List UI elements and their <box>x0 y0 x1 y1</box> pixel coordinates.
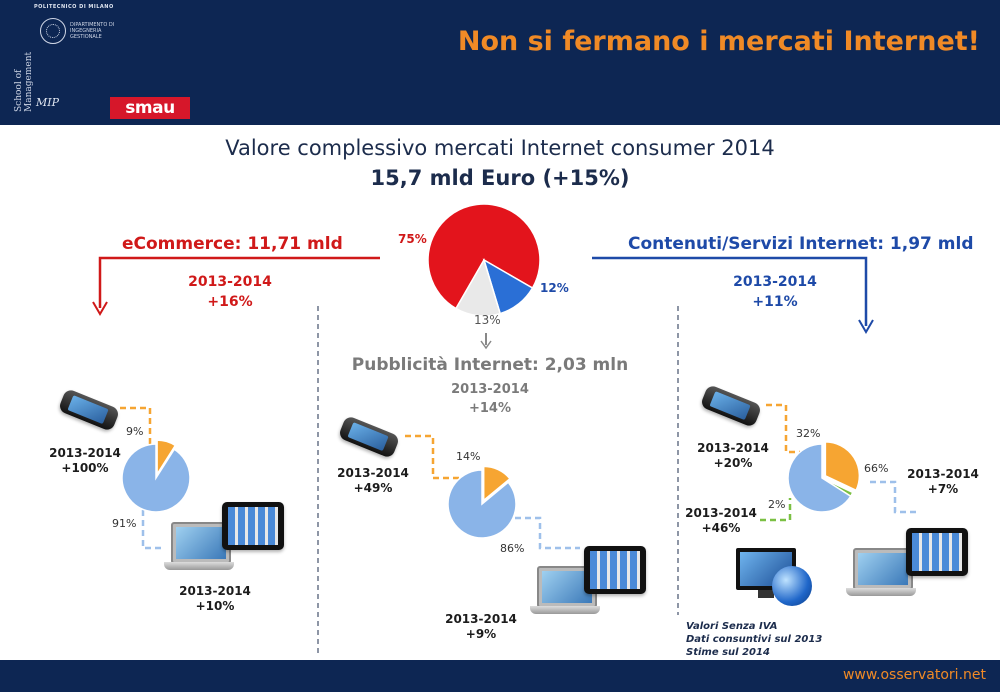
footnote: Valori Senza IVA Dati consuntivi sul 201… <box>686 620 822 659</box>
ecommerce-period: 2013-2014 <box>188 274 272 290</box>
pie-slice <box>156 440 177 477</box>
contenuti-tv-pct: 2% <box>768 498 786 511</box>
pie-slice <box>824 441 860 492</box>
footer-url[interactable]: www.osservatori.net <box>842 667 986 683</box>
contenuti-pc-period: 2013-2014 <box>907 467 979 481</box>
pie-slice <box>447 469 517 539</box>
ecommerce-pc-pct: 91% <box>112 517 137 530</box>
pie-slice <box>121 443 191 513</box>
contenuti-pc-pct: 66% <box>864 462 889 475</box>
main-pie-chart <box>427 203 541 317</box>
ecommerce-pc-period: 2013-2014 <box>179 584 251 598</box>
tablet-icon <box>584 546 646 594</box>
contenuti-tv-period: 2013-2014 <box>685 506 757 520</box>
contenuti-device-pie-chart <box>787 441 860 513</box>
ecommerce-device-pie-chart <box>121 440 191 513</box>
contenuti-smartphone-growth: +20% <box>713 456 753 470</box>
footnote-line: Dati consuntivi sul 2013 <box>686 634 823 645</box>
pubblicita-device-pie-chart <box>447 466 517 539</box>
pubblicita-smartphone-growth: +49% <box>353 481 393 495</box>
pubblicita-label: Pubblicità Internet: 2,03 mln <box>351 355 629 375</box>
contenuti-smartphone-pct: 32% <box>796 427 821 440</box>
laptop-icon <box>846 548 916 598</box>
ecommerce-smartphone-growth: +100% <box>61 461 109 475</box>
header-bar: School of Management POLITECNICO DI MILA… <box>0 0 1000 125</box>
ecommerce-smartphone-period: 2013-2014 <box>49 446 121 460</box>
pubblicita-period: 2013-2014 <box>451 382 529 397</box>
university-label: POLITECNICO DI MILANO <box>34 4 114 10</box>
pubblicita-pc-period: 2013-2014 <box>445 612 517 626</box>
tablet-icon <box>906 528 968 576</box>
contenuti-pc-growth: +7% <box>927 482 959 496</box>
mip-logo: MIP <box>36 96 60 109</box>
headline-total-label: Valore complessivo mercati Internet cons… <box>225 136 775 160</box>
ecommerce-pc-growth: +10% <box>195 599 235 613</box>
pie-slice <box>427 203 541 310</box>
pubblicita-smartphone-pct: 14% <box>456 450 481 463</box>
main-pie-pubblicita-pct: 13% <box>474 313 501 327</box>
contenuti-period: 2013-2014 <box>733 274 817 290</box>
page-title: Non si fermano i mercati Internet! <box>457 26 980 57</box>
smau-logo: smau <box>110 97 190 119</box>
pubblicita-pc-growth: +9% <box>465 627 497 641</box>
headline-total-value: 15,7 mld Euro (+15%) <box>370 166 630 190</box>
footer-bar: www.osservatori.net <box>0 660 1000 692</box>
pie-slice <box>482 466 511 502</box>
contenuti-label: Contenuti/Servizi Internet: 1,97 mld <box>628 234 974 254</box>
ecommerce-smartphone-pct: 9% <box>126 425 144 438</box>
globe-icon <box>772 566 812 606</box>
tablet-icon <box>222 502 284 550</box>
footnote-line: Stime sul 2014 <box>686 647 770 658</box>
university-seal-icon <box>40 18 66 44</box>
footnote-line: Valori Senza IVA <box>686 621 778 632</box>
laptop-icon <box>164 522 234 572</box>
pubblicita-pc-pct: 86% <box>500 542 525 555</box>
contenuti-smartphone-period: 2013-2014 <box>697 441 769 455</box>
main-pie-ecommerce-pct: 75% <box>398 232 427 246</box>
department-label: DIPARTIMENTO DI INGEGNERIA GESTIONALE <box>70 22 115 40</box>
pie-slice <box>787 443 852 513</box>
ecommerce-label: eCommerce: 11,71 mld <box>122 234 343 254</box>
contenuti-growth: +11% <box>752 294 798 310</box>
ecommerce-growth: +16% <box>207 294 253 310</box>
pubblicita-growth: +14% <box>468 401 511 416</box>
pie-slice <box>454 258 502 317</box>
main-pie-contenuti-pct: 12% <box>540 281 569 295</box>
contenuti-tv-growth: +46% <box>701 521 741 535</box>
pubblicita-smartphone-period: 2013-2014 <box>337 466 409 480</box>
